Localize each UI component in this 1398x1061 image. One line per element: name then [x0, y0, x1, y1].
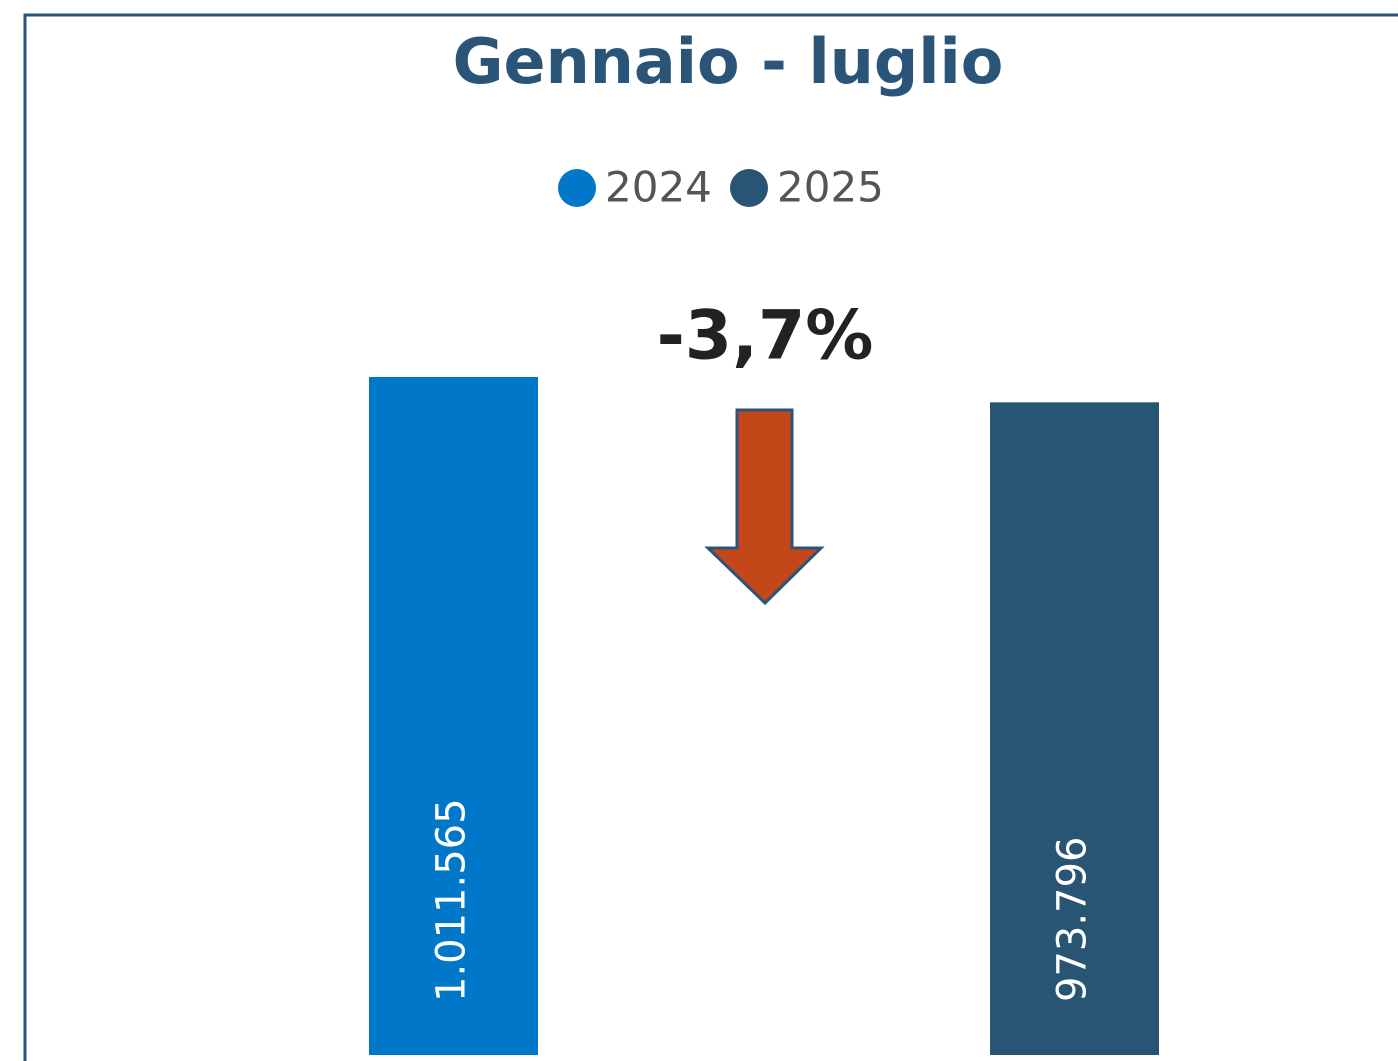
legend-swatch [558, 169, 596, 207]
bar [990, 402, 1159, 1056]
chart-title: Gennaio - luglio [453, 25, 1004, 98]
bar [369, 377, 538, 1055]
legend-label: 2025 [777, 163, 884, 212]
value-label: 1.011.565 [429, 798, 475, 1002]
value-label: 973.796 [1050, 837, 1096, 1002]
legend-swatch [730, 169, 768, 207]
legend-label: 2024 [605, 163, 712, 212]
change-annotation: -3,7% [657, 297, 874, 376]
down-arrow [704, 408, 825, 606]
frame [23, 13, 1398, 1061]
